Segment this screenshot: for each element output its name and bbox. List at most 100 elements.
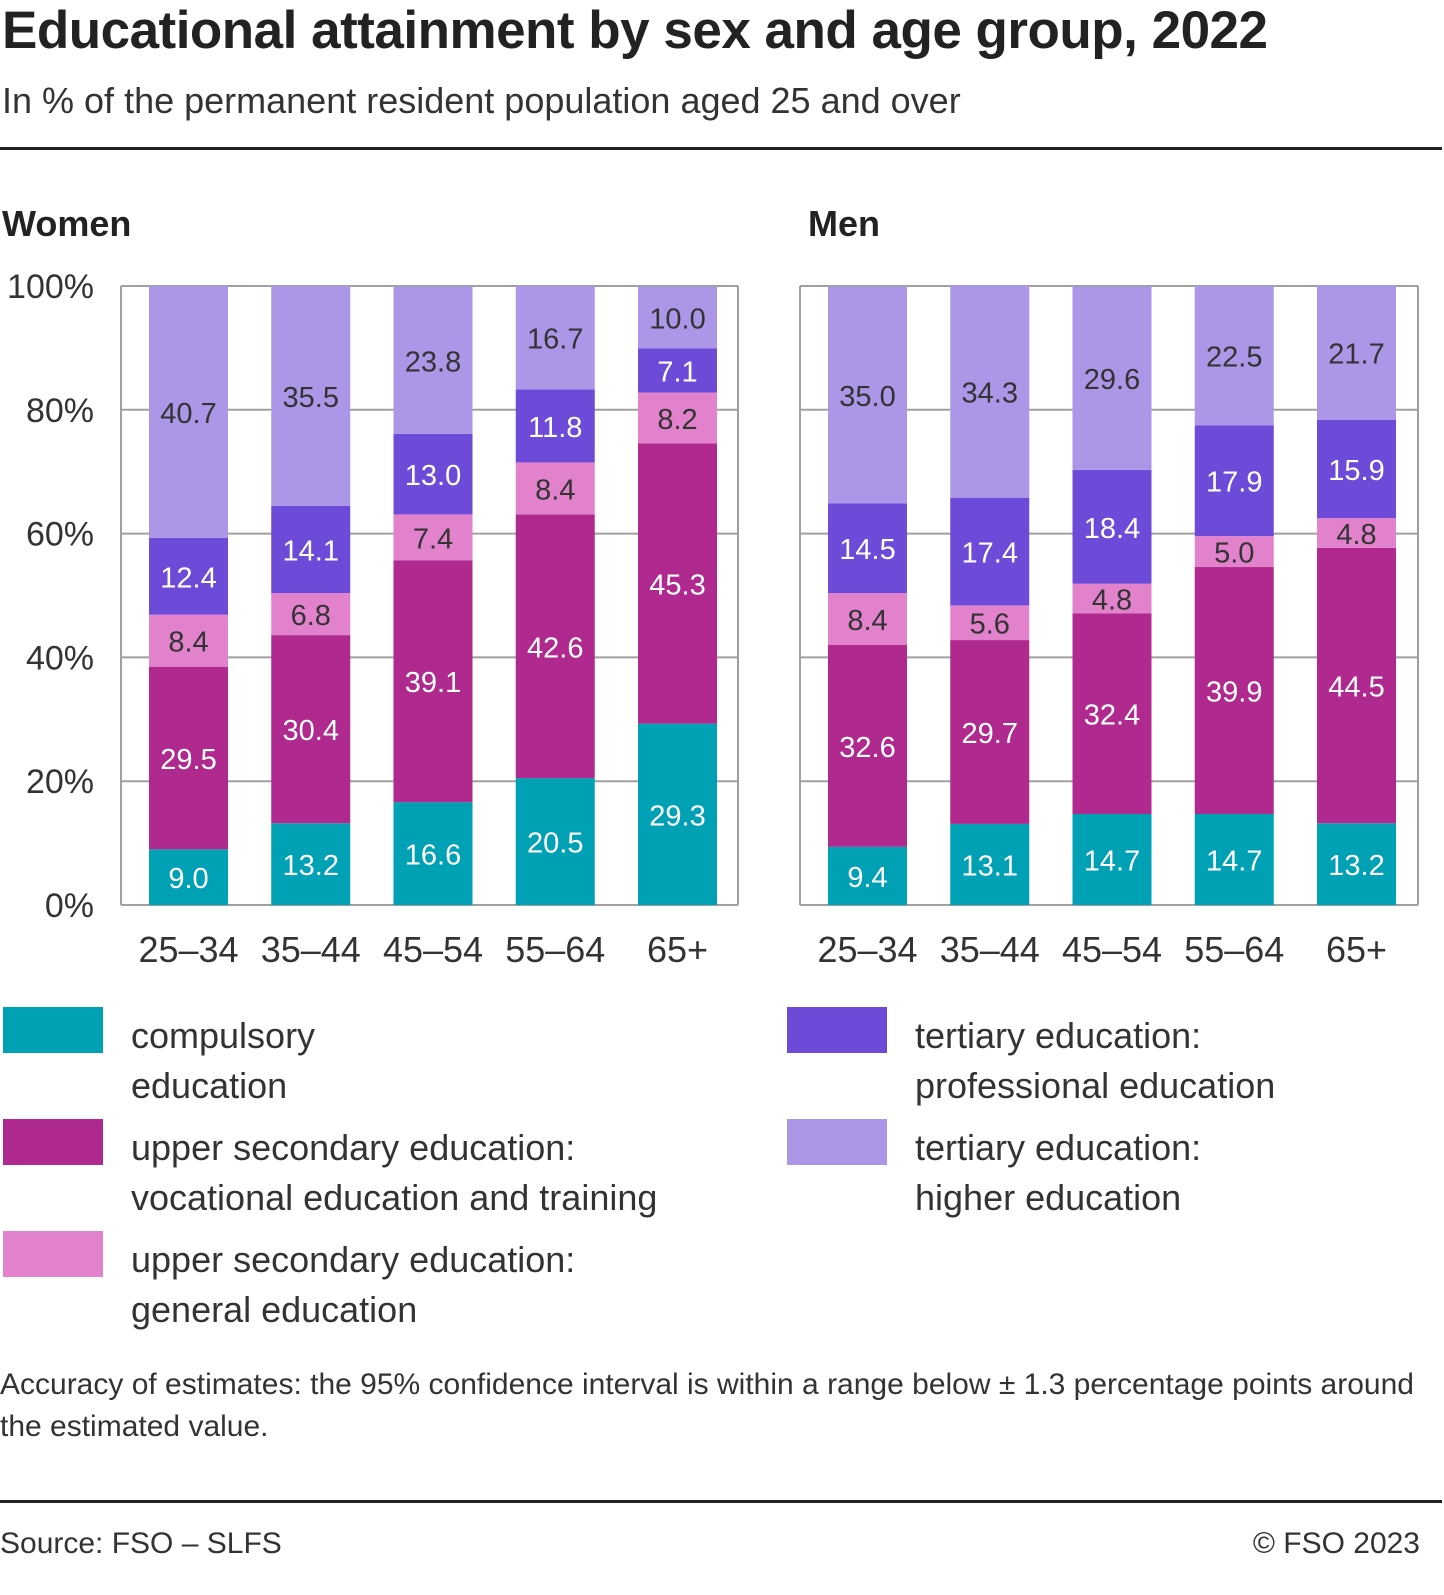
data-label-women-general-1: 6.8 (291, 600, 331, 632)
bar-men-vocational-0 (828, 645, 907, 847)
data-label-women-professional-4: 7.1 (657, 356, 697, 388)
xtick-label-men-4: 65+ (1326, 929, 1387, 970)
data-label-women-vocational-1: 30.4 (283, 715, 339, 747)
legend-swatch-compulsory (3, 1007, 103, 1053)
bar-men-professional-2 (1072, 469, 1152, 584)
bar-women-compulsory-0 (149, 849, 228, 905)
data-label-men-vocational-1: 29.7 (962, 718, 1018, 750)
data-label-women-general-0: 8.4 (168, 627, 208, 659)
bar-men-compulsory-3 (1194, 814, 1274, 905)
data-label-men-compulsory-0: 9.4 (847, 862, 887, 894)
data-label-men-higher-2: 29.6 (1084, 364, 1140, 396)
xtick-label-women-4: 65+ (647, 929, 708, 970)
bar-women-general-0 (149, 614, 228, 667)
data-label-men-general-1: 5.6 (970, 609, 1010, 641)
legend-swatch-general (3, 1231, 103, 1277)
data-label-men-professional-1: 17.4 (962, 538, 1018, 570)
bar-men-general-4 (1317, 518, 1396, 548)
ytick-label-women-0: 0% (45, 887, 94, 925)
bar-women-professional-2 (393, 433, 473, 515)
data-label-men-vocational-0: 32.6 (839, 732, 895, 764)
bar-men-vocational-3 (1194, 567, 1274, 815)
legend-label-higher: tertiary education: higher education (915, 1127, 1202, 1218)
bar-women-general-3 (515, 462, 595, 515)
charts-svg: 0% 20% 40% 60% 80% 100% 9.0 29.5 8.4 12.4 40.7 25–3… (7, 268, 1419, 970)
bar-women-compulsory-3 (515, 778, 595, 905)
bar-women-higher-4 (638, 286, 717, 349)
data-label-men-vocational-4: 44.5 (1328, 672, 1384, 704)
bar-men-higher-4 (1317, 285, 1396, 420)
bar-women-professional-4 (638, 348, 717, 393)
data-label-women-vocational-0: 29.5 (160, 744, 216, 776)
legend-label-compulsory: compulsory education (131, 1015, 316, 1106)
data-label-men-vocational-2: 32.4 (1084, 700, 1140, 732)
data-label-men-general-0: 8.4 (847, 605, 887, 637)
data-label-women-higher-1: 35.5 (283, 382, 339, 414)
data-label-women-compulsory-0: 9.0 (168, 863, 208, 895)
legend-swatch-vocational (3, 1119, 103, 1165)
bar-men-higher-3 (1194, 286, 1274, 426)
data-label-women-compulsory-2: 16.6 (405, 840, 461, 872)
data-label-women-vocational-4: 45.3 (649, 569, 705, 601)
data-label-men-general-4: 4.8 (1336, 519, 1376, 551)
data-label-men-professional-3: 17.9 (1206, 467, 1262, 499)
panel-title-men: Men (808, 203, 880, 244)
data-label-women-higher-2: 23.8 (405, 346, 461, 378)
bar-men-vocational-4 (1317, 547, 1396, 824)
data-label-men-higher-1: 34.3 (962, 378, 1018, 410)
legend-label-vocational: upper secondary education: vocational ed… (131, 1127, 658, 1218)
bar-men-general-2 (1072, 583, 1152, 614)
xtick-label-men-0: 25–34 (817, 929, 917, 970)
bar-men-compulsory-1 (950, 823, 1030, 905)
bar-women-general-2 (393, 514, 473, 561)
data-label-men-higher-4: 21.7 (1328, 339, 1384, 371)
bar-women-compulsory-2 (393, 802, 473, 905)
ytick-label-women-2: 40% (26, 639, 94, 677)
data-label-men-compulsory-3: 14.7 (1206, 846, 1262, 878)
copyright-text: © FSO 2023 (1252, 1527, 1420, 1560)
bar-women-vocational-0 (149, 666, 228, 850)
data-label-women-higher-3: 16.7 (527, 324, 583, 356)
xtick-label-women-1: 35–44 (261, 929, 361, 970)
bar-men-professional-1 (950, 497, 1030, 606)
data-label-women-vocational-3: 42.6 (527, 632, 583, 664)
source-text: Source: FSO – SLFS (0, 1527, 282, 1560)
bar-men-higher-0 (828, 286, 907, 504)
bar-men-professional-0 (828, 503, 907, 594)
data-label-men-higher-0: 35.0 (839, 381, 895, 413)
bar-women-higher-1 (271, 286, 351, 506)
data-label-men-professional-0: 14.5 (839, 534, 895, 566)
bar-women-professional-1 (271, 505, 351, 594)
xtick-label-men-2: 45–54 (1062, 929, 1162, 970)
data-label-men-compulsory-1: 13.1 (962, 850, 1018, 882)
bar-women-compulsory-4 (638, 723, 717, 905)
data-label-women-general-2: 7.4 (413, 523, 453, 555)
chart-subtitle: In % of the permanent resident populatio… (2, 80, 961, 121)
xtick-label-men-3: 55–64 (1184, 929, 1284, 970)
bottom-rule (0, 1500, 1442, 1503)
bar-men-compulsory-4 (1317, 823, 1396, 905)
legend-label-professional: tertiary education: professional educati… (915, 1015, 1276, 1106)
data-label-women-professional-2: 13.0 (405, 460, 461, 492)
data-label-men-compulsory-2: 14.7 (1084, 846, 1140, 878)
bar-women-professional-0 (149, 537, 228, 615)
bar-men-professional-3 (1194, 425, 1274, 537)
bar-men-vocational-2 (1072, 613, 1152, 815)
bar-women-compulsory-1 (271, 823, 351, 905)
legend-swatch-professional (787, 1007, 887, 1053)
data-label-women-general-3: 8.4 (535, 474, 575, 506)
data-label-women-compulsory-1: 13.2 (283, 850, 339, 882)
xtick-label-women-3: 55–64 (505, 929, 605, 970)
bar-women-higher-0 (149, 286, 228, 538)
data-label-women-compulsory-4: 29.3 (649, 800, 705, 832)
ytick-label-women-5: 100% (7, 268, 94, 306)
data-label-women-professional-1: 14.1 (283, 535, 339, 567)
bar-women-general-4 (638, 392, 717, 444)
data-label-men-general-3: 5.0 (1214, 538, 1254, 570)
legend-swatch-higher (787, 1119, 887, 1165)
data-label-women-professional-3: 11.8 (528, 412, 582, 444)
bar-men-vocational-1 (950, 640, 1030, 824)
bar-men-general-0 (828, 593, 907, 646)
data-label-men-professional-4: 15.9 (1328, 455, 1384, 487)
bar-men-general-1 (950, 605, 1030, 641)
